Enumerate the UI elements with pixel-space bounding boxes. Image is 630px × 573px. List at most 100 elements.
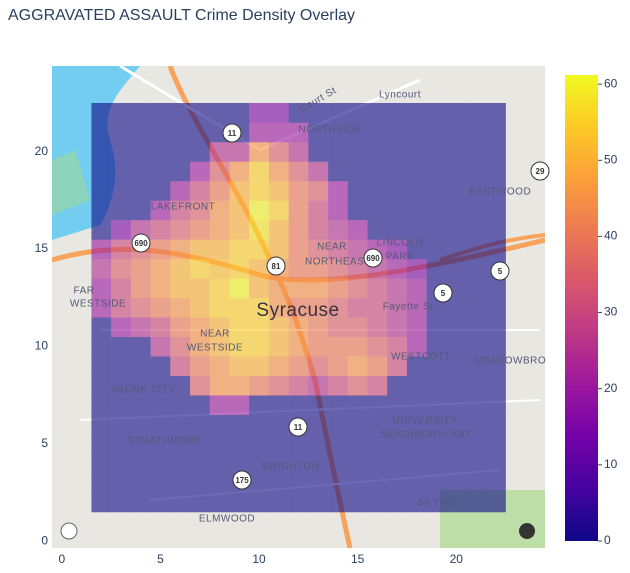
- heat-cell: [249, 141, 270, 162]
- heat-cell: [446, 180, 467, 201]
- heat-cell: [308, 278, 329, 299]
- heat-cell: [466, 356, 487, 376]
- heat-cell: [170, 453, 191, 474]
- heat-cell: [130, 122, 151, 143]
- heat-cell: [347, 395, 368, 415]
- heat-cell: [91, 278, 112, 299]
- heat-cell: [190, 278, 211, 299]
- x-tick-label: 15: [351, 552, 365, 566]
- heat-cell: [328, 219, 349, 240]
- heat-cell: [328, 161, 349, 182]
- heat-cell: [406, 141, 427, 162]
- road-shield: [530, 161, 550, 181]
- heat-cell: [288, 453, 309, 474]
- road-shield-label: 690: [366, 254, 380, 263]
- heat-cell: [229, 434, 250, 454]
- heat-cell: [190, 200, 211, 221]
- heat-cell: [170, 200, 191, 221]
- heat-cell: [466, 200, 487, 221]
- heat-cell: [406, 161, 427, 182]
- heat-cell: [308, 317, 329, 337]
- heat-cell: [426, 239, 447, 260]
- heat-cell: [229, 375, 250, 396]
- heat-cell: [91, 103, 112, 123]
- heat-cell: [229, 239, 250, 260]
- x-tick-label: 5: [157, 552, 164, 566]
- heat-cell: [446, 317, 467, 337]
- heat-cell: [288, 356, 309, 376]
- heat-cell: [111, 356, 132, 376]
- colorbar-tick-label: 20: [604, 381, 618, 395]
- heat-cell: [328, 278, 349, 299]
- heat-cell: [308, 258, 329, 279]
- heat-cell: [387, 453, 408, 474]
- heat-cell: [347, 239, 368, 260]
- y-tick-label: 5: [41, 436, 48, 450]
- heat-cell: [249, 434, 270, 454]
- road-shield-label: 175: [235, 476, 249, 485]
- heat-cell: [268, 414, 289, 435]
- heat-cell: [387, 473, 408, 493]
- heat-cell: [347, 414, 368, 435]
- x-tick-label: 0: [59, 552, 66, 566]
- heat-cell: [485, 375, 506, 396]
- heat-cell: [190, 356, 211, 376]
- colorbar-tick-label: 50: [604, 152, 618, 166]
- heat-cell: [426, 473, 447, 493]
- heat-cell: [288, 141, 309, 162]
- heat-cell: [466, 278, 487, 299]
- info-button[interactable]: [519, 523, 535, 539]
- heat-cell: [446, 375, 467, 396]
- heat-cell: [111, 395, 132, 415]
- map-label: NEIGHBORHOOD: [380, 430, 469, 441]
- heat-cell: [367, 453, 388, 474]
- heat-cell: [150, 395, 171, 415]
- heat-cell: [190, 414, 211, 435]
- heat-cell: [406, 356, 427, 376]
- map-label: FAR: [74, 286, 95, 297]
- heat-cell: [406, 434, 427, 454]
- heat-cell: [406, 414, 427, 435]
- zoom-button[interactable]: [60, 522, 78, 540]
- map-label: NORTHSIDE: [298, 125, 361, 136]
- heat-cell: [328, 317, 349, 337]
- heat-cell: [229, 453, 250, 474]
- heat-cell: [91, 356, 112, 376]
- heat-cell: [485, 297, 506, 318]
- heat-cell: [249, 278, 270, 299]
- heat-cell: [268, 103, 289, 123]
- heat-cell: [130, 180, 151, 201]
- heat-cell: [387, 356, 408, 376]
- heat-cell: [367, 434, 388, 454]
- heat-cell: [466, 103, 487, 123]
- heat-cell: [288, 219, 309, 240]
- heat-cell: [229, 297, 250, 318]
- heat-cell: [446, 453, 467, 474]
- heat-cell: [387, 278, 408, 299]
- heat-cell: [308, 239, 329, 260]
- heat-cell: [150, 122, 171, 143]
- heat-cell: [308, 141, 329, 162]
- road-shield: [433, 283, 453, 303]
- heat-cell: [170, 375, 191, 396]
- heat-cell: [367, 141, 388, 162]
- heat-cell: [190, 258, 211, 279]
- heat-cell: [347, 434, 368, 454]
- heat-cell: [387, 492, 408, 513]
- heat-cell: [249, 161, 270, 182]
- heat-cell: [190, 219, 211, 240]
- heat-cell: [229, 200, 250, 221]
- map-label: NORTHEAST: [305, 257, 371, 268]
- heat-cell: [387, 161, 408, 182]
- heat-cell: [406, 317, 427, 337]
- heat-cell: [249, 180, 270, 201]
- heat-cell: [308, 219, 329, 240]
- road-shield: [266, 256, 286, 276]
- heat-cell: [130, 492, 151, 513]
- heat-cell: [347, 278, 368, 299]
- heat-cell: [209, 336, 230, 357]
- map-label: WESTCOTT: [391, 352, 451, 363]
- heat-cell: [190, 492, 211, 513]
- road-shield: [288, 417, 308, 437]
- heat-cell: [288, 336, 309, 357]
